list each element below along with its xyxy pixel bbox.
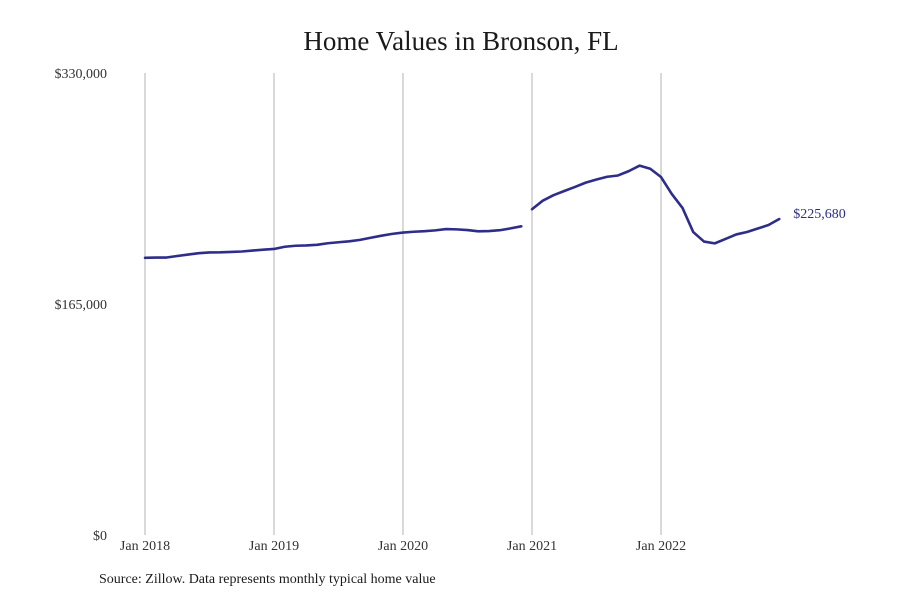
data-point bbox=[649, 167, 652, 170]
source-note: Source: Zillow. Data represents monthly … bbox=[99, 572, 436, 587]
data-point bbox=[337, 241, 340, 244]
data-point bbox=[165, 256, 168, 259]
x-tick-label: Jan 2022 bbox=[636, 539, 686, 554]
data-point bbox=[681, 207, 684, 210]
data-point bbox=[552, 194, 555, 197]
data-point bbox=[412, 230, 415, 233]
data-point bbox=[692, 231, 695, 234]
x-tick-label: Jan 2021 bbox=[507, 539, 557, 554]
data-point bbox=[595, 178, 598, 181]
data-point bbox=[144, 257, 147, 260]
series-line-group bbox=[143, 164, 781, 260]
y-axis-ticks: $0 $165,000 $330,000 bbox=[55, 67, 108, 544]
data-point bbox=[638, 164, 641, 167]
data-point bbox=[746, 231, 749, 234]
y-tick-label: $165,000 bbox=[55, 298, 108, 313]
end-value-label: $225,680 bbox=[793, 207, 846, 222]
chart-title: Home Values in Bronson, FL bbox=[303, 26, 619, 56]
data-point bbox=[455, 228, 458, 231]
data-point bbox=[423, 230, 426, 233]
data-point bbox=[273, 248, 276, 251]
series-line-segment-0 bbox=[143, 225, 523, 260]
data-point bbox=[445, 228, 448, 231]
x-tick-label: Jan 2020 bbox=[378, 539, 428, 554]
data-point bbox=[262, 248, 265, 251]
data-point bbox=[251, 249, 254, 252]
data-point bbox=[230, 251, 233, 254]
data-point bbox=[369, 236, 372, 239]
data-point bbox=[724, 238, 727, 241]
y-tick-label: $0 bbox=[93, 529, 107, 544]
data-point bbox=[627, 170, 630, 173]
data-point bbox=[294, 244, 297, 247]
data-point bbox=[531, 208, 534, 211]
data-point bbox=[477, 230, 480, 233]
data-point bbox=[584, 181, 587, 184]
series-line-segment-1 bbox=[530, 164, 781, 245]
data-point bbox=[402, 231, 405, 234]
data-point bbox=[240, 250, 243, 253]
data-point bbox=[283, 245, 286, 248]
data-point bbox=[434, 229, 437, 232]
data-point bbox=[735, 233, 738, 236]
data-point bbox=[380, 234, 383, 237]
data-point bbox=[187, 253, 190, 256]
data-point bbox=[767, 224, 770, 227]
data-point bbox=[498, 229, 501, 232]
data-point bbox=[541, 199, 544, 202]
data-point bbox=[348, 240, 351, 243]
data-point bbox=[713, 242, 716, 245]
data-point bbox=[154, 256, 157, 259]
data-point bbox=[670, 193, 673, 196]
gridlines bbox=[144, 73, 662, 535]
data-point bbox=[316, 243, 319, 246]
data-point bbox=[326, 242, 329, 245]
x-axis-ticks: Jan 2018 Jan 2019 Jan 2020 Jan 2021 Jan 2022 bbox=[120, 539, 686, 554]
data-point bbox=[660, 176, 663, 179]
data-point bbox=[756, 227, 759, 230]
data-point bbox=[176, 255, 179, 258]
x-tick-label: Jan 2019 bbox=[249, 539, 299, 554]
data-point bbox=[466, 229, 469, 232]
data-point bbox=[305, 244, 308, 247]
y-tick-label: $330,000 bbox=[55, 67, 108, 82]
x-tick-label: Jan 2018 bbox=[120, 539, 170, 554]
data-point bbox=[703, 240, 706, 243]
data-point bbox=[219, 251, 222, 254]
data-point bbox=[359, 239, 362, 242]
data-point bbox=[509, 227, 512, 230]
data-point bbox=[563, 190, 566, 193]
data-labels: $225,680 bbox=[793, 207, 846, 222]
data-point bbox=[574, 186, 577, 189]
data-point bbox=[208, 251, 211, 254]
data-point bbox=[197, 252, 200, 255]
data-point bbox=[488, 230, 491, 233]
data-point bbox=[391, 233, 394, 236]
data-point bbox=[778, 218, 781, 221]
data-point bbox=[520, 225, 523, 228]
data-point bbox=[617, 174, 620, 177]
data-point bbox=[606, 175, 609, 178]
